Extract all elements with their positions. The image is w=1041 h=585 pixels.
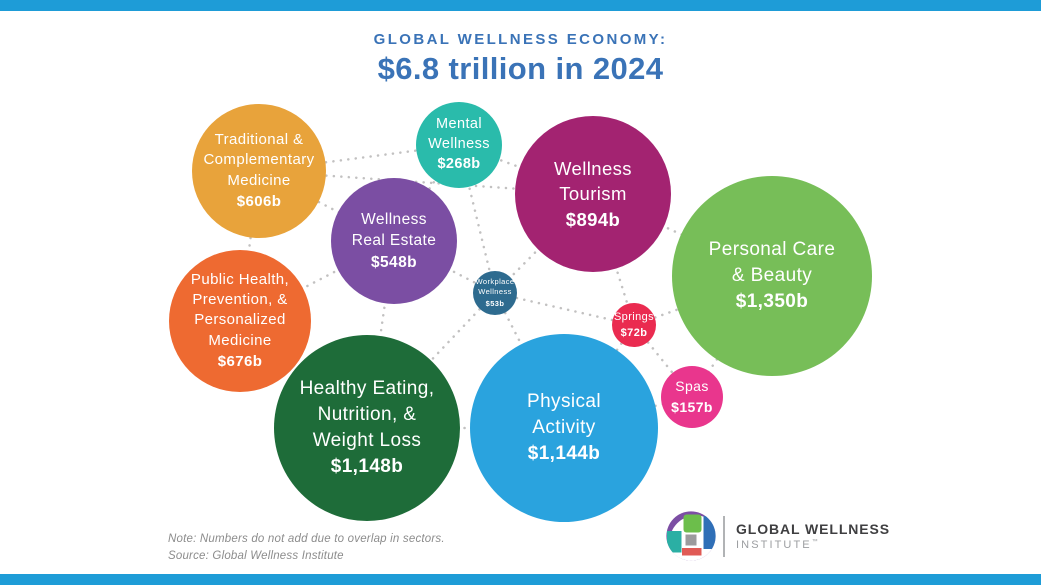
- footnote-note: Note: Numbers do not add due to overlap …: [168, 533, 445, 545]
- bubble-label: Mental Wellness: [428, 115, 490, 152]
- bubble-spas: Spas $157b: [661, 366, 723, 428]
- bubble-healthy: Healthy Eating, Nutrition, & Weight Loss $1…: [274, 335, 460, 521]
- bottom-accent-bar: [0, 574, 1041, 585]
- bubble-realestate: Wellness Real Estate $548b: [331, 178, 457, 304]
- bubble-value: $676b: [217, 353, 263, 371]
- bubble-value: $72b: [620, 326, 648, 339]
- top-accent-bar: [0, 0, 1041, 11]
- gwi-logo-icon: [666, 511, 716, 561]
- footnote: Note: Numbers do not add due to overlap …: [168, 531, 445, 564]
- logo-subname: INSTITUTE™: [736, 539, 820, 551]
- bubble-value: $548b: [371, 254, 417, 272]
- bubble-value: $1,350b: [735, 291, 809, 313]
- bubble-traditional: Traditional & Complementary Medicine $606b: [192, 104, 326, 238]
- bubble-physical: Physical Activity $1,144b: [470, 334, 658, 522]
- bubble-publichealth: Public Health, Prevention, & Personalized M…: [169, 250, 311, 392]
- bubble-value: $606b: [236, 192, 282, 210]
- bubble-label: Wellness Real Estate: [351, 210, 437, 249]
- bubble-personalcare: Personal Care & Beauty $1,350b: [672, 176, 872, 376]
- bubble-label: Workplace Wellness: [475, 277, 515, 297]
- bubble-springs: Springs $72b: [612, 303, 656, 347]
- chart-title: $6.8 trillion in 2024: [377, 51, 664, 86]
- gwi-logo: GLOBAL WELLNESS INSTITUTE™: [666, 511, 890, 561]
- logo-name: GLOBAL WELLNESS: [736, 521, 891, 537]
- bubble-label: Spas: [675, 378, 709, 395]
- logo-divider: [723, 515, 725, 557]
- bubble-value: $157b: [671, 398, 713, 415]
- bubble-value: $1,148b: [330, 456, 404, 478]
- footnote-source: Source: Global Wellness Institute: [168, 549, 344, 562]
- trademark-symbol: ™: [811, 539, 820, 545]
- bubble-label: Traditional & Complementary Medicine: [203, 130, 315, 189]
- bubble-label: Wellness Tourism: [554, 157, 632, 204]
- connector-traditional-publichealth: [238, 169, 261, 323]
- bubble-label: Healthy Eating, Nutrition, & Weight Loss: [299, 377, 435, 451]
- bubble-workplace: Workplace Wellness $53b: [473, 271, 517, 315]
- bubble-tourism: Wellness Tourism $894b: [515, 116, 671, 272]
- bubble-label: Personal Care & Beauty: [708, 238, 836, 286]
- page-header: GLOBAL WELLNESS ECONOMY: $6.8 trillion i…: [0, 31, 1041, 87]
- bubble-mental: Mental Wellness $268b: [416, 102, 502, 188]
- bubble-value: $1,144b: [527, 443, 601, 465]
- logo-wordmark: GLOBAL WELLNESS INSTITUTE™: [736, 521, 890, 551]
- bubble-label: Springs: [613, 310, 655, 323]
- chart-kicker: GLOBAL WELLNESS ECONOMY:: [373, 31, 668, 48]
- bubble-value: $268b: [437, 156, 481, 173]
- bubble-value: $53b: [485, 298, 505, 308]
- bubble-label: Public Health, Prevention, & Personalized M…: [190, 270, 290, 349]
- connector-mental-workplace: [457, 143, 497, 295]
- bubble-value: $894b: [565, 209, 621, 231]
- connector-workplace-springs: [493, 291, 636, 327]
- connector-workplace-healthy: [365, 291, 497, 430]
- bubble-label: Physical Activity: [527, 390, 601, 438]
